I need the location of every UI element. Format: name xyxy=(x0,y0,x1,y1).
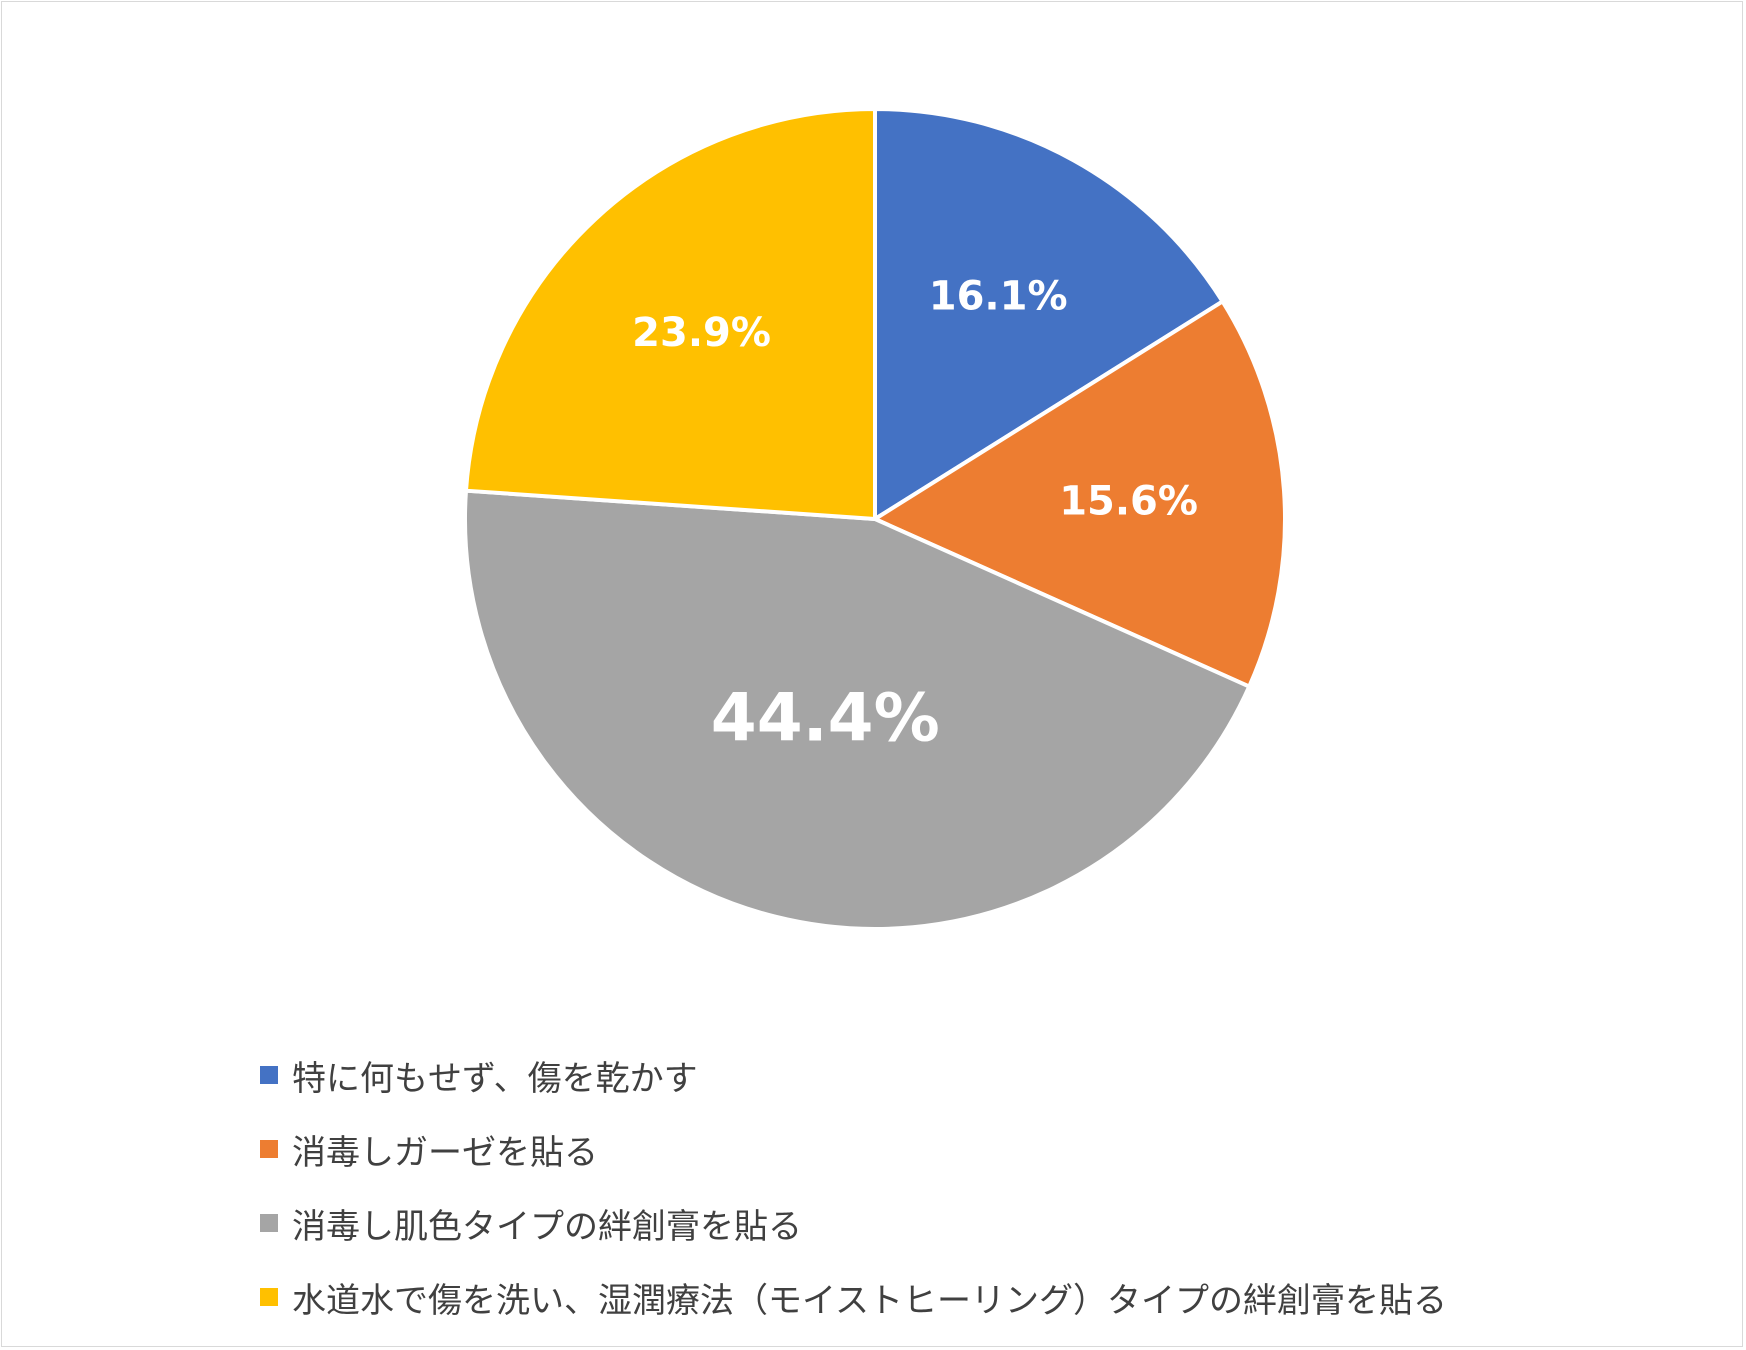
legend-swatch xyxy=(260,1214,278,1232)
pie-chart: 16.1% 15.6% 44.4% 23.9% xyxy=(463,107,1287,931)
data-label-2: 15.6% xyxy=(1059,478,1198,524)
legend-label: 消毒し肌色タイプの絆創膏を貼る xyxy=(292,1206,802,1247)
legend-item-3: 消毒し肌色タイプの絆創膏を貼る xyxy=(260,1186,1720,1260)
data-label-1: 16.1% xyxy=(929,274,1068,320)
legend-item-4: 水道水で傷を洗い、湿潤療法（モイストヒーリング）タイプの絆創膏を貼る xyxy=(260,1260,1720,1334)
pie-slice-1 xyxy=(873,107,1225,521)
pie-slice-4 xyxy=(463,107,877,521)
legend-swatch xyxy=(260,1140,278,1158)
legend-swatch xyxy=(260,1288,278,1306)
legend-swatch xyxy=(260,1066,278,1084)
chart-legend: 特に何もせず、傷を乾かす 消毒しガーゼを貼る消毒し肌色タイプの絆創膏を貼る水道水で… xyxy=(260,1038,1720,1334)
data-label-3: 44.4% xyxy=(711,679,940,756)
pie-slice-3 xyxy=(463,488,1252,931)
legend-label: 消毒しガーゼを貼る xyxy=(292,1132,598,1173)
data-label-4: 23.9% xyxy=(632,310,771,356)
legend-label: 水道水で傷を洗い、湿潤療法（モイストヒーリング）タイプの絆創膏を貼る xyxy=(292,1280,1447,1321)
pie-slice-2 xyxy=(873,299,1287,689)
legend-label: 特に何もせず、傷を乾かす xyxy=(292,1058,698,1099)
legend-item-2: 消毒しガーゼを貼る xyxy=(260,1112,1720,1186)
legend-item-1: 特に何もせず、傷を乾かす xyxy=(260,1038,1720,1112)
